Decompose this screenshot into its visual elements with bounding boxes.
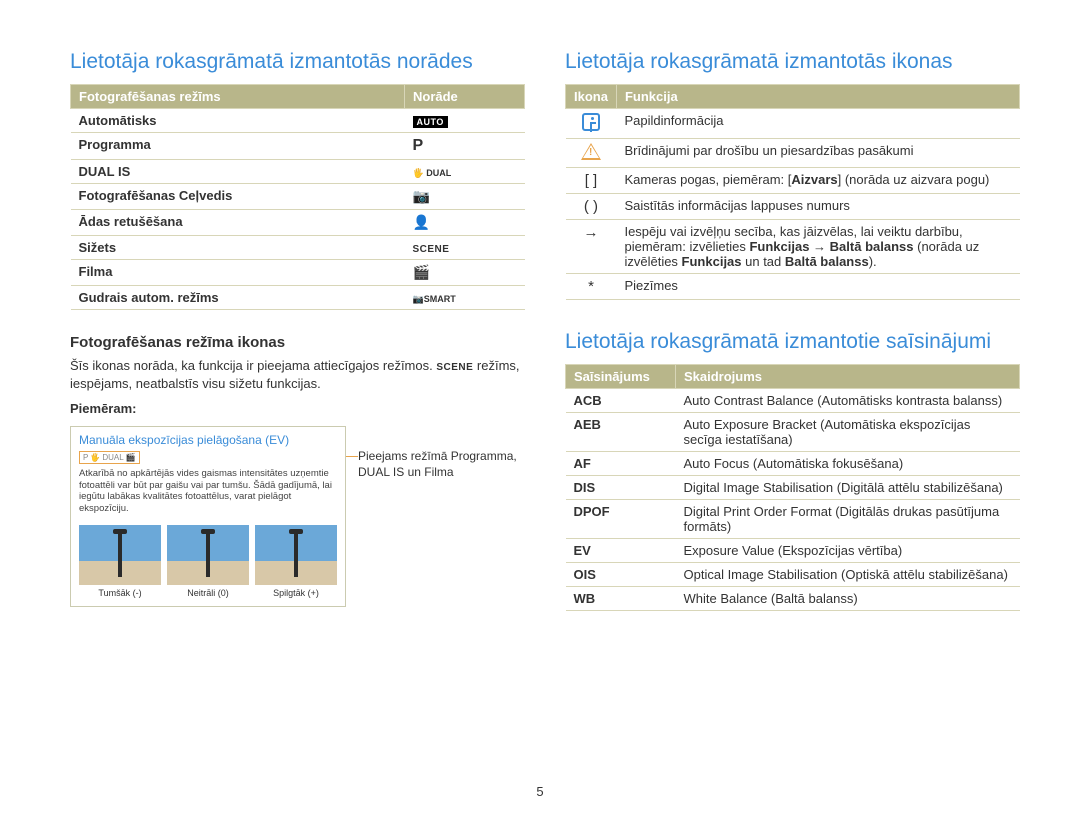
icons-header-func: Funkcija xyxy=(616,85,1019,109)
abbr-desc: White Balance (Baltā balanss) xyxy=(676,587,1020,611)
mode-name: Programma xyxy=(71,133,405,160)
abbr-name: EV xyxy=(566,539,676,563)
abbr-table: Saīsinājums Skaidrojums ACBAuto Contrast… xyxy=(565,364,1020,611)
table-row: DPOFDigital Print Order Format (Digitālā… xyxy=(566,500,1020,539)
abbr-desc: Optical Image Stabilisation (Optiskā att… xyxy=(676,563,1020,587)
abbr-name: AEB xyxy=(566,413,676,452)
abbr-desc: Auto Contrast Balance (Automātisks kontr… xyxy=(676,389,1020,413)
page-number: 5 xyxy=(536,784,543,799)
table-row: Filma🎬 xyxy=(71,260,525,286)
icon-cell: ! xyxy=(566,139,617,168)
abbr-header-abbr: Saīsinājums xyxy=(566,365,676,389)
table-row: *Piezīmes xyxy=(566,274,1020,300)
abbr-header-desc: Skaidrojums xyxy=(676,365,1020,389)
table-row: AEBAuto Exposure Bracket (Automātiska ek… xyxy=(566,413,1020,452)
mode-icon: 👤 xyxy=(405,210,525,236)
example-thumb: Neitrāli (0) xyxy=(167,525,249,598)
table-row: EVExposure Value (Ekspozīcijas vērtība) xyxy=(566,539,1020,563)
icons-header-icon: Ikona xyxy=(566,85,617,109)
abbr-name: DPOF xyxy=(566,500,676,539)
mode-name: Sižets xyxy=(71,236,405,260)
table-row: [ ]Kameras pogas, piemēram: [Aizvars] (n… xyxy=(566,168,1020,194)
mode-icon: 🖐 DUAL xyxy=(405,160,525,184)
icon-desc: Piezīmes xyxy=(616,274,1019,300)
table-row: SižetsSCENE xyxy=(71,236,525,260)
table-row: DUAL IS🖐 DUAL xyxy=(71,160,525,184)
table-row: Fotografēšanas Ceļvedis📷 xyxy=(71,184,525,210)
icon-cell: → xyxy=(566,220,617,274)
icon-desc: Kameras pogas, piemēram: [Aizvars] (norā… xyxy=(616,168,1019,194)
right-top-title: Lietotāja rokasgrāmatā izmantotās ikonas xyxy=(565,50,1020,74)
example-box: Manuāla ekspozīcijas pielāgošana (EV) P🖐… xyxy=(70,426,346,608)
table-row: ( )Saistītās informācijas lappuses numur… xyxy=(566,194,1020,220)
icon-cell: * xyxy=(566,274,617,300)
abbr-desc: Exposure Value (Ekspozīcijas vērtība) xyxy=(676,539,1020,563)
abbr-name: WB xyxy=(566,587,676,611)
table-row: Papildinformācija xyxy=(566,109,1020,139)
example-thumb: Spilgtāk (+) xyxy=(255,525,337,598)
left-section-title: Lietotāja rokasgrāmatā izmantotās norāde… xyxy=(70,50,525,74)
abbr-desc: Digital Print Order Format (Digitālās dr… xyxy=(676,500,1020,539)
modes-table: Fotografēšanas režīms Norāde Automātisks… xyxy=(70,84,525,310)
mode-icons-paragraph: Šīs ikonas norāda, ka funkcija ir pieeja… xyxy=(70,357,525,392)
right-column: Lietotāja rokasgrāmatā izmantotās ikonas… xyxy=(565,50,1020,611)
mode-name: Gudrais autom. režīms xyxy=(71,286,405,310)
modes-header-mode: Fotografēšanas režīms xyxy=(71,85,405,109)
icon-desc: Brīdinājumi par drošību un piesardzības … xyxy=(616,139,1019,168)
abbr-desc: Auto Focus (Automātiska fokusēšana) xyxy=(676,452,1020,476)
mode-icon: AUTO xyxy=(405,109,525,133)
mode-icon: P xyxy=(405,133,525,160)
table-row: WBWhite Balance (Baltā balanss) xyxy=(566,587,1020,611)
abbr-desc: Digital Image Stabilisation (Digitālā at… xyxy=(676,476,1020,500)
mode-name: Filma xyxy=(71,260,405,286)
icon-cell: [ ] xyxy=(566,168,617,194)
mode-icon: 📷 xyxy=(405,184,525,210)
table-row: →Iespēju vai izvēļņu secība, kas jāizvēl… xyxy=(566,220,1020,274)
example-thumbs: Tumšāk (-)Neitrāli (0)Spilgtāk (+) xyxy=(79,525,337,598)
example-caption: Pieejams režīmā Programma, DUAL IS un Fi… xyxy=(358,426,525,480)
example-label: Piemēram: xyxy=(70,400,525,418)
example-mode-icons: P🖐DUAL🎬 xyxy=(79,451,140,464)
table-row: AutomātisksAUTO xyxy=(71,109,525,133)
mode-name: Ādas retušēšana xyxy=(71,210,405,236)
warning-icon: ! xyxy=(581,143,601,160)
example-row: Manuāla ekspozīcijas pielāgošana (EV) P🖐… xyxy=(70,426,525,608)
example-thumb: Tumšāk (-) xyxy=(79,525,161,598)
icons-table: Ikona Funkcija Papildinformācija! Brīdinā… xyxy=(565,84,1020,300)
abbr-name: OIS xyxy=(566,563,676,587)
right-bottom-title: Lietotāja rokasgrāmatā izmantotie saīsin… xyxy=(565,330,1020,354)
table-row: AFAuto Focus (Automātiska fokusēšana) xyxy=(566,452,1020,476)
table-row: Ādas retušēšana👤 xyxy=(71,210,525,236)
page-columns: Lietotāja rokasgrāmatā izmantotās norāde… xyxy=(70,50,1020,611)
table-row: DISDigital Image Stabilisation (Digitālā… xyxy=(566,476,1020,500)
mode-icon: 🎬 xyxy=(405,260,525,286)
example-title: Manuāla ekspozīcijas pielāgošana (EV) xyxy=(79,433,337,447)
icon-cell: ( ) xyxy=(566,194,617,220)
left-column: Lietotāja rokasgrāmatā izmantotās norāde… xyxy=(70,50,525,611)
table-row: ACBAuto Contrast Balance (Automātisks ko… xyxy=(566,389,1020,413)
modes-header-icon: Norāde xyxy=(405,85,525,109)
table-row: OISOptical Image Stabilisation (Optiskā … xyxy=(566,563,1020,587)
icon-desc: Saistītās informācijas lappuses numurs xyxy=(616,194,1019,220)
mode-name: Fotografēšanas Ceļvedis xyxy=(71,184,405,210)
right-bottom-section: Lietotāja rokasgrāmatā izmantotie saīsin… xyxy=(565,330,1020,611)
icon-desc: Iespēju vai izvēļņu secība, kas jāizvēla… xyxy=(616,220,1019,274)
example-body-text: Atkarībā no apkārtējās vides gaismas int… xyxy=(79,468,337,516)
table-row: ! Brīdinājumi par drošību un piesardzības… xyxy=(566,139,1020,168)
icon-desc: Papildinformācija xyxy=(616,109,1019,139)
icon-cell xyxy=(566,109,617,139)
abbr-name: AF xyxy=(566,452,676,476)
mode-icons-heading: Fotografēšanas režīma ikonas xyxy=(70,334,525,351)
abbr-name: ACB xyxy=(566,389,676,413)
mode-icon: 📷SMART xyxy=(405,286,525,310)
table-row: Gudrais autom. režīms📷SMART xyxy=(71,286,525,310)
info-icon xyxy=(582,113,600,131)
abbr-name: DIS xyxy=(566,476,676,500)
abbr-desc: Auto Exposure Bracket (Automātiska ekspo… xyxy=(676,413,1020,452)
mode-name: DUAL IS xyxy=(71,160,405,184)
mode-name: Automātisks xyxy=(71,109,405,133)
mode-icon: SCENE xyxy=(405,236,525,260)
table-row: ProgrammaP xyxy=(71,133,525,160)
